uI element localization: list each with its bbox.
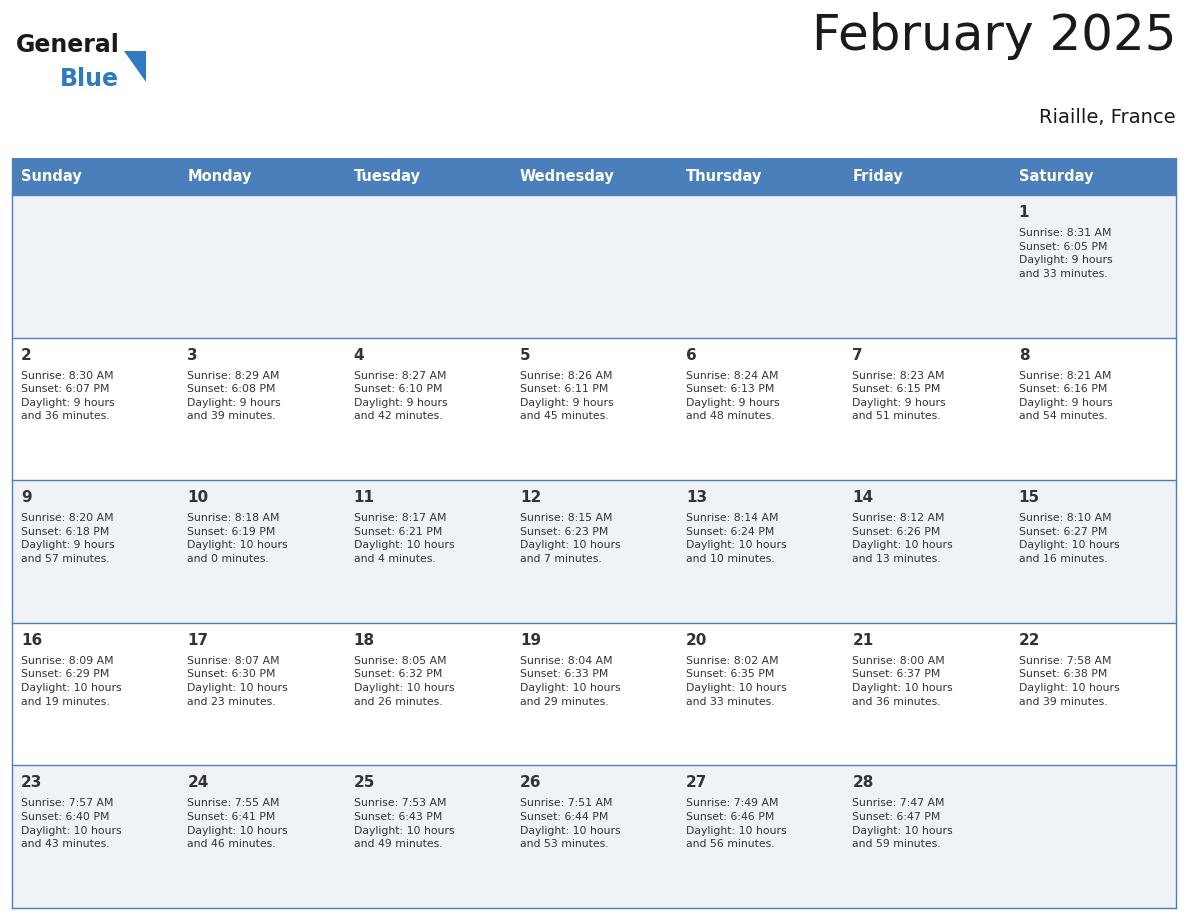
Text: 9: 9 xyxy=(21,490,32,505)
Bar xyxy=(12,766,1176,908)
Text: 1: 1 xyxy=(1019,205,1029,220)
Text: Sunrise: 8:10 AM
Sunset: 6:27 PM
Daylight: 10 hours
and 16 minutes.: Sunrise: 8:10 AM Sunset: 6:27 PM Dayligh… xyxy=(1019,513,1119,564)
Text: Sunrise: 7:47 AM
Sunset: 6:47 PM
Daylight: 10 hours
and 59 minutes.: Sunrise: 7:47 AM Sunset: 6:47 PM Dayligh… xyxy=(853,799,953,849)
Text: 18: 18 xyxy=(354,633,374,648)
Text: Sunrise: 8:02 AM
Sunset: 6:35 PM
Daylight: 10 hours
and 33 minutes.: Sunrise: 8:02 AM Sunset: 6:35 PM Dayligh… xyxy=(687,655,786,707)
Text: Sunrise: 8:07 AM
Sunset: 6:30 PM
Daylight: 10 hours
and 23 minutes.: Sunrise: 8:07 AM Sunset: 6:30 PM Dayligh… xyxy=(188,655,287,707)
Text: 11: 11 xyxy=(354,490,374,505)
Bar xyxy=(12,338,1176,480)
Bar xyxy=(12,622,1176,766)
Text: 26: 26 xyxy=(520,776,542,790)
Text: Sunrise: 8:05 AM
Sunset: 6:32 PM
Daylight: 10 hours
and 26 minutes.: Sunrise: 8:05 AM Sunset: 6:32 PM Dayligh… xyxy=(354,655,454,707)
Text: Sunrise: 8:12 AM
Sunset: 6:26 PM
Daylight: 10 hours
and 13 minutes.: Sunrise: 8:12 AM Sunset: 6:26 PM Dayligh… xyxy=(853,513,953,564)
Text: 23: 23 xyxy=(21,776,43,790)
Text: 22: 22 xyxy=(1019,633,1041,648)
Text: Sunday: Sunday xyxy=(21,169,82,184)
Text: 12: 12 xyxy=(520,490,541,505)
Text: 2: 2 xyxy=(21,348,32,363)
Text: 28: 28 xyxy=(853,776,874,790)
Text: February 2025: February 2025 xyxy=(811,12,1176,60)
Text: Saturday: Saturday xyxy=(1019,169,1093,184)
Text: Sunrise: 8:23 AM
Sunset: 6:15 PM
Daylight: 9 hours
and 51 minutes.: Sunrise: 8:23 AM Sunset: 6:15 PM Dayligh… xyxy=(853,371,946,421)
Text: Thursday: Thursday xyxy=(687,169,763,184)
Text: Sunrise: 8:20 AM
Sunset: 6:18 PM
Daylight: 9 hours
and 57 minutes.: Sunrise: 8:20 AM Sunset: 6:18 PM Dayligh… xyxy=(21,513,114,564)
Text: Sunrise: 8:15 AM
Sunset: 6:23 PM
Daylight: 10 hours
and 7 minutes.: Sunrise: 8:15 AM Sunset: 6:23 PM Dayligh… xyxy=(520,513,620,564)
Text: Sunrise: 7:58 AM
Sunset: 6:38 PM
Daylight: 10 hours
and 39 minutes.: Sunrise: 7:58 AM Sunset: 6:38 PM Dayligh… xyxy=(1019,655,1119,707)
Polygon shape xyxy=(125,51,146,82)
Text: 3: 3 xyxy=(188,348,198,363)
Text: Sunrise: 8:30 AM
Sunset: 6:07 PM
Daylight: 9 hours
and 36 minutes.: Sunrise: 8:30 AM Sunset: 6:07 PM Dayligh… xyxy=(21,371,114,421)
Text: 13: 13 xyxy=(687,490,707,505)
Text: 14: 14 xyxy=(853,490,873,505)
Text: 7: 7 xyxy=(853,348,862,363)
Bar xyxy=(12,195,1176,338)
Text: 20: 20 xyxy=(687,633,708,648)
Bar xyxy=(12,158,1176,195)
Text: 21: 21 xyxy=(853,633,873,648)
Bar xyxy=(12,480,1176,622)
Text: Sunrise: 8:31 AM
Sunset: 6:05 PM
Daylight: 9 hours
and 33 minutes.: Sunrise: 8:31 AM Sunset: 6:05 PM Dayligh… xyxy=(1019,228,1112,279)
Text: 5: 5 xyxy=(520,348,531,363)
Text: 15: 15 xyxy=(1019,490,1040,505)
Text: Sunrise: 7:53 AM
Sunset: 6:43 PM
Daylight: 10 hours
and 49 minutes.: Sunrise: 7:53 AM Sunset: 6:43 PM Dayligh… xyxy=(354,799,454,849)
Text: Tuesday: Tuesday xyxy=(354,169,421,184)
Text: Riaille, France: Riaille, France xyxy=(1040,108,1176,127)
Text: 27: 27 xyxy=(687,776,708,790)
Text: 19: 19 xyxy=(520,633,541,648)
Text: 8: 8 xyxy=(1019,348,1029,363)
Text: Sunrise: 8:14 AM
Sunset: 6:24 PM
Daylight: 10 hours
and 10 minutes.: Sunrise: 8:14 AM Sunset: 6:24 PM Dayligh… xyxy=(687,513,786,564)
Text: Sunrise: 8:24 AM
Sunset: 6:13 PM
Daylight: 9 hours
and 48 minutes.: Sunrise: 8:24 AM Sunset: 6:13 PM Dayligh… xyxy=(687,371,779,421)
Text: Sunrise: 7:49 AM
Sunset: 6:46 PM
Daylight: 10 hours
and 56 minutes.: Sunrise: 7:49 AM Sunset: 6:46 PM Dayligh… xyxy=(687,799,786,849)
Text: Sunrise: 7:55 AM
Sunset: 6:41 PM
Daylight: 10 hours
and 46 minutes.: Sunrise: 7:55 AM Sunset: 6:41 PM Dayligh… xyxy=(188,799,287,849)
Text: General: General xyxy=(15,33,120,57)
Text: Blue: Blue xyxy=(61,67,119,91)
Text: Sunrise: 7:51 AM
Sunset: 6:44 PM
Daylight: 10 hours
and 53 minutes.: Sunrise: 7:51 AM Sunset: 6:44 PM Dayligh… xyxy=(520,799,620,849)
Text: Sunrise: 8:17 AM
Sunset: 6:21 PM
Daylight: 10 hours
and 4 minutes.: Sunrise: 8:17 AM Sunset: 6:21 PM Dayligh… xyxy=(354,513,454,564)
Text: Sunrise: 8:09 AM
Sunset: 6:29 PM
Daylight: 10 hours
and 19 minutes.: Sunrise: 8:09 AM Sunset: 6:29 PM Dayligh… xyxy=(21,655,121,707)
Text: 4: 4 xyxy=(354,348,365,363)
Text: 6: 6 xyxy=(687,348,697,363)
Text: Sunrise: 8:27 AM
Sunset: 6:10 PM
Daylight: 9 hours
and 42 minutes.: Sunrise: 8:27 AM Sunset: 6:10 PM Dayligh… xyxy=(354,371,447,421)
Text: Sunrise: 8:29 AM
Sunset: 6:08 PM
Daylight: 9 hours
and 39 minutes.: Sunrise: 8:29 AM Sunset: 6:08 PM Dayligh… xyxy=(188,371,280,421)
Text: 10: 10 xyxy=(188,490,208,505)
Text: Sunrise: 7:57 AM
Sunset: 6:40 PM
Daylight: 10 hours
and 43 minutes.: Sunrise: 7:57 AM Sunset: 6:40 PM Dayligh… xyxy=(21,799,121,849)
Text: Sunrise: 8:04 AM
Sunset: 6:33 PM
Daylight: 10 hours
and 29 minutes.: Sunrise: 8:04 AM Sunset: 6:33 PM Dayligh… xyxy=(520,655,620,707)
Text: Friday: Friday xyxy=(853,169,903,184)
Text: Sunrise: 8:21 AM
Sunset: 6:16 PM
Daylight: 9 hours
and 54 minutes.: Sunrise: 8:21 AM Sunset: 6:16 PM Dayligh… xyxy=(1019,371,1112,421)
Text: 16: 16 xyxy=(21,633,43,648)
Text: Monday: Monday xyxy=(188,169,252,184)
Text: 25: 25 xyxy=(354,776,375,790)
Text: 17: 17 xyxy=(188,633,208,648)
Text: Sunrise: 8:00 AM
Sunset: 6:37 PM
Daylight: 10 hours
and 36 minutes.: Sunrise: 8:00 AM Sunset: 6:37 PM Dayligh… xyxy=(853,655,953,707)
Text: Sunrise: 8:26 AM
Sunset: 6:11 PM
Daylight: 9 hours
and 45 minutes.: Sunrise: 8:26 AM Sunset: 6:11 PM Dayligh… xyxy=(520,371,613,421)
Text: 24: 24 xyxy=(188,776,209,790)
Text: Wednesday: Wednesday xyxy=(520,169,614,184)
Text: Sunrise: 8:18 AM
Sunset: 6:19 PM
Daylight: 10 hours
and 0 minutes.: Sunrise: 8:18 AM Sunset: 6:19 PM Dayligh… xyxy=(188,513,287,564)
